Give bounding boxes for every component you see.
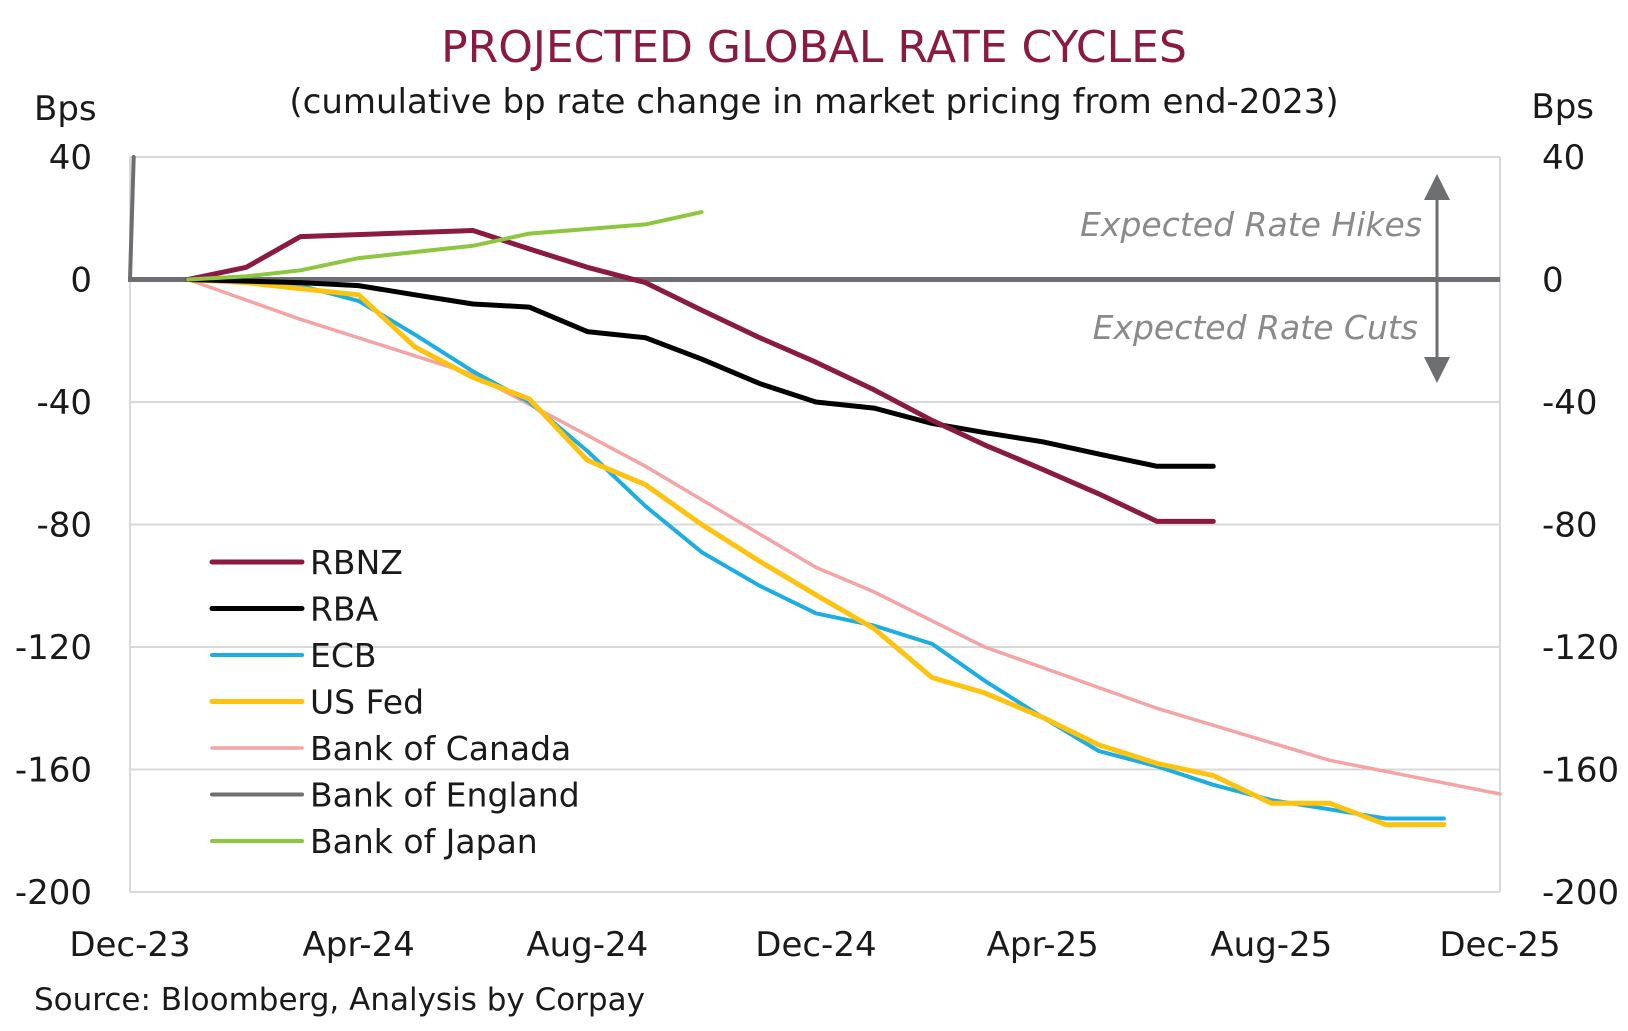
x-tick-labels: Dec-23 Apr-24 Aug-24 Dec-24 Apr-25 Aug-25 Dec-… xyxy=(69,925,1560,965)
legend-label-bank-of-japan: Bank of Japan xyxy=(310,822,538,861)
series-line-rba xyxy=(185,277,1216,469)
y-tick-label-left: -160 xyxy=(15,751,92,791)
chart-subtitle: (cumulative bp rate change in market pri… xyxy=(289,82,1338,122)
y-tick-label-left: 0 xyxy=(70,261,92,301)
legend: RBNZ RBA ECB US Fed Bank of Canada Bank of En… xyxy=(209,543,580,861)
legend-label-rba: RBA xyxy=(310,590,379,629)
legend-label-bank-of-england: Bank of England xyxy=(310,776,580,815)
y-tick-label-left: 40 xyxy=(49,138,92,178)
x-tick-label: Apr-24 xyxy=(303,925,415,965)
y-tick-label-right: -120 xyxy=(1542,628,1619,668)
legend-label-us-fed: US Fed xyxy=(310,683,424,722)
y-tick-label-right: -200 xyxy=(1542,873,1619,913)
y-tick-label-left: -120 xyxy=(15,628,92,668)
y-tick-label-left: -80 xyxy=(36,506,92,546)
series-line-bank-of-england xyxy=(128,155,136,282)
annotation-cuts: Expected Rate Cuts xyxy=(1093,308,1418,347)
y-tick-label-right: -80 xyxy=(1542,506,1598,546)
legend-label-rbnz: RBNZ xyxy=(310,543,403,582)
source-note: Source: Bloomberg, Analysis by Corpay xyxy=(34,982,645,1018)
y-tick-label-right: -160 xyxy=(1542,751,1619,791)
y-tick-label-right: 40 xyxy=(1542,138,1585,178)
series-line-ecb xyxy=(186,277,1446,821)
chart-title: PROJECTED GLOBAL RATE CYCLES xyxy=(441,22,1187,73)
right-tick-labels: 40 0 -40 -80 -120 -160 -200 xyxy=(1542,138,1619,913)
left-axis-unit: Bps xyxy=(34,89,97,129)
annotations: Expected Rate Hikes Expected Rate Cuts xyxy=(1080,174,1450,383)
series-line-rbnz xyxy=(185,228,1216,524)
y-tick-label-right: 0 xyxy=(1542,261,1564,301)
arrow-up-icon xyxy=(1424,174,1450,200)
y-tick-label-right: -40 xyxy=(1542,383,1598,423)
x-tick-label: Aug-24 xyxy=(526,925,648,965)
x-tick-label: Aug-25 xyxy=(1210,925,1332,965)
series-line-bank-of-canada xyxy=(186,277,1502,796)
series-line-bank-of-japan xyxy=(186,210,704,282)
series-lines xyxy=(128,155,1502,828)
x-tick-label: Dec-24 xyxy=(755,925,876,965)
x-tick-label: Apr-25 xyxy=(987,925,1099,965)
x-tick-label: Dec-25 xyxy=(1439,925,1560,965)
right-axis-unit: Bps xyxy=(1531,87,1594,127)
annotation-hikes: Expected Rate Hikes xyxy=(1080,205,1422,244)
series-line-us-fed xyxy=(185,277,1447,828)
legend-label-bank-of-canada: Bank of Canada xyxy=(310,729,571,768)
legend-label-ecb: ECB xyxy=(310,636,377,675)
arrow-down-icon xyxy=(1424,357,1450,383)
left-tick-labels: 40 0 -40 -80 -120 -160 -200 xyxy=(15,138,92,913)
y-tick-label-left: -200 xyxy=(15,873,92,913)
x-tick-label: Dec-23 xyxy=(69,925,190,965)
y-tick-label-left: -40 xyxy=(36,383,92,423)
